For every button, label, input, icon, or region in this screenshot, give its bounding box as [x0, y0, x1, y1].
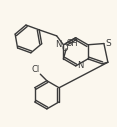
Text: O: O [62, 44, 68, 53]
Text: N: N [56, 40, 62, 49]
Text: Cl: Cl [31, 65, 40, 74]
Text: S: S [106, 39, 112, 48]
Text: N: N [77, 61, 84, 70]
Text: SH: SH [67, 39, 78, 48]
